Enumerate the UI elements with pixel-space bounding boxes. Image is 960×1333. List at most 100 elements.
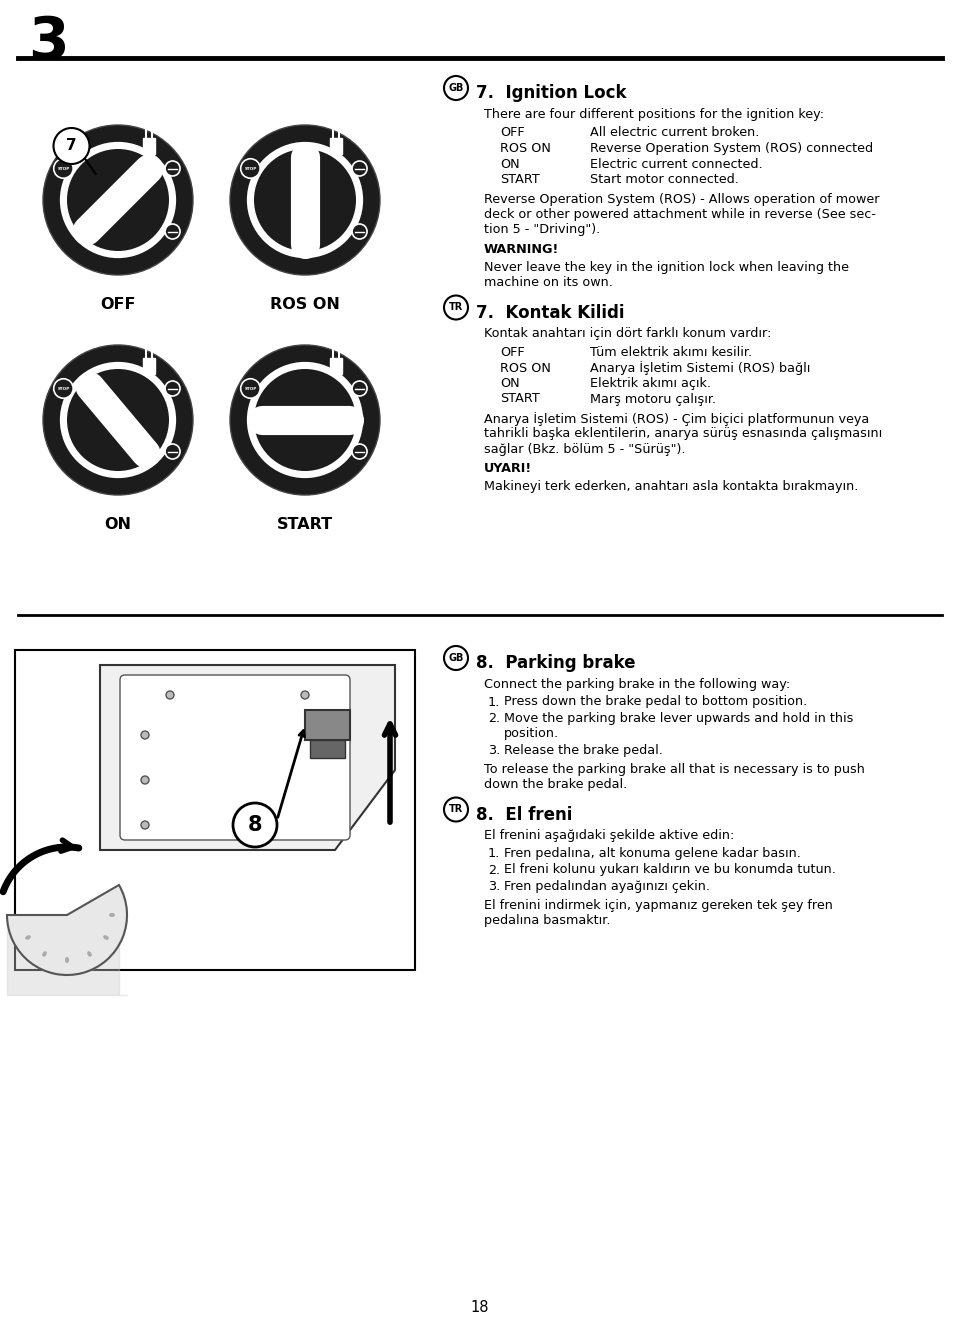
Circle shape <box>230 125 380 275</box>
Circle shape <box>233 802 277 846</box>
Ellipse shape <box>60 361 176 479</box>
Bar <box>310 740 345 758</box>
Text: STOP: STOP <box>58 167 69 171</box>
Text: 8: 8 <box>248 814 262 834</box>
Text: UYARI!: UYARI! <box>484 463 532 476</box>
Text: 7.  Ignition Lock: 7. Ignition Lock <box>476 84 627 103</box>
Ellipse shape <box>65 957 69 962</box>
Circle shape <box>444 797 468 821</box>
Text: Tüm elektrik akımı kesilir.: Tüm elektrik akımı kesilir. <box>590 347 752 359</box>
Text: pedalına basmaktır.: pedalına basmaktır. <box>484 914 611 926</box>
Text: ROS ON: ROS ON <box>270 297 340 312</box>
Circle shape <box>43 345 193 495</box>
Text: 2.: 2. <box>488 712 500 725</box>
Circle shape <box>254 369 356 471</box>
Text: deck or other powered attachment while in reverse (See sec-: deck or other powered attachment while i… <box>484 208 876 221</box>
Text: TR: TR <box>449 805 463 814</box>
Ellipse shape <box>247 141 363 259</box>
Bar <box>15 651 415 970</box>
Text: To release the parking brake all that is necessary is to push: To release the parking brake all that is… <box>484 762 865 776</box>
Circle shape <box>141 821 149 829</box>
Text: Release the brake pedal.: Release the brake pedal. <box>504 744 662 757</box>
Text: 18: 18 <box>470 1301 490 1316</box>
Text: START: START <box>500 392 540 405</box>
Ellipse shape <box>25 936 31 940</box>
Text: position.: position. <box>504 728 559 741</box>
Text: TR: TR <box>449 303 463 312</box>
Text: Fren pedalından ayağınızı çekin.: Fren pedalından ayağınızı çekin. <box>504 880 710 893</box>
Text: Kontak anahtarı için dört farklı konum vardır:: Kontak anahtarı için dört farklı konum v… <box>484 328 772 340</box>
Text: Reverse Operation System (ROS) connected: Reverse Operation System (ROS) connected <box>590 143 874 155</box>
Ellipse shape <box>109 913 115 917</box>
Text: ON: ON <box>500 157 519 171</box>
Text: ON: ON <box>105 517 132 532</box>
Text: Fren pedalına, alt konuma gelene kadar basın.: Fren pedalına, alt konuma gelene kadar b… <box>504 846 801 860</box>
Bar <box>330 357 342 375</box>
Text: Start motor connected.: Start motor connected. <box>590 173 739 187</box>
Circle shape <box>352 444 367 459</box>
Circle shape <box>444 296 468 320</box>
Circle shape <box>165 444 180 459</box>
Text: ROS ON: ROS ON <box>500 143 551 155</box>
Text: sağlar (Bkz. bölüm 5 - "Sürüş").: sağlar (Bkz. bölüm 5 - "Sürüş"). <box>484 443 685 456</box>
Text: Never leave the key in the ignition lock when leaving the: Never leave the key in the ignition lock… <box>484 260 849 273</box>
Text: ON: ON <box>500 377 519 391</box>
Wedge shape <box>7 885 127 974</box>
Text: OFF: OFF <box>100 297 135 312</box>
Text: STOP: STOP <box>58 387 69 391</box>
Circle shape <box>444 76 468 100</box>
Text: Reverse Operation System (ROS) - Allows operation of mower: Reverse Operation System (ROS) - Allows … <box>484 192 879 205</box>
Text: 1.: 1. <box>488 846 500 860</box>
Circle shape <box>166 690 174 698</box>
Circle shape <box>165 224 180 239</box>
Text: WARNING!: WARNING! <box>484 243 560 256</box>
Text: Marş motoru çalışır.: Marş motoru çalışır. <box>590 392 716 405</box>
Circle shape <box>67 149 169 251</box>
Text: 1.: 1. <box>488 696 500 709</box>
Circle shape <box>136 444 156 463</box>
Text: START: START <box>500 173 540 187</box>
Text: Elektrik akımı açık.: Elektrik akımı açık. <box>590 377 711 391</box>
Circle shape <box>352 381 367 396</box>
Ellipse shape <box>87 952 92 957</box>
Ellipse shape <box>42 952 47 957</box>
Circle shape <box>252 411 272 429</box>
Circle shape <box>241 159 260 179</box>
Circle shape <box>165 161 180 176</box>
Text: 3: 3 <box>28 15 68 71</box>
Text: 2.: 2. <box>488 864 500 877</box>
Circle shape <box>67 369 169 471</box>
Text: Anarya İşletim Sistemi (ROS) - Çim biçici platformunun veya: Anarya İşletim Sistemi (ROS) - Çim biçic… <box>484 412 869 427</box>
Text: ROS ON: ROS ON <box>500 361 551 375</box>
FancyBboxPatch shape <box>120 674 350 840</box>
Text: OFF: OFF <box>500 127 524 140</box>
Text: All electric current broken.: All electric current broken. <box>590 127 759 140</box>
Circle shape <box>54 159 73 179</box>
Text: tahrikli başka eklentilerin, anarya sürüş esnasında çalışmasını: tahrikli başka eklentilerin, anarya sürü… <box>484 428 882 440</box>
Text: El freni kolunu yukarı kaldırın ve bu konumda tutun.: El freni kolunu yukarı kaldırın ve bu ko… <box>504 864 836 877</box>
Text: El frenini aşağıdaki şekilde aktive edin:: El frenini aşağıdaki şekilde aktive edin… <box>484 829 734 842</box>
Ellipse shape <box>103 936 108 940</box>
Bar <box>330 137 342 155</box>
Circle shape <box>301 690 309 698</box>
Text: Electric current connected.: Electric current connected. <box>590 157 762 171</box>
Text: 7: 7 <box>66 139 77 153</box>
Circle shape <box>230 345 380 495</box>
Text: OFF: OFF <box>500 347 524 359</box>
Bar <box>143 357 156 375</box>
Text: START: START <box>276 517 333 532</box>
Circle shape <box>43 125 193 275</box>
Ellipse shape <box>60 141 176 259</box>
Text: El frenini indirmek için, yapmanız gereken tek şey fren: El frenini indirmek için, yapmanız gerek… <box>484 898 833 912</box>
Text: down the brake pedal.: down the brake pedal. <box>484 778 627 790</box>
Circle shape <box>352 224 367 239</box>
Ellipse shape <box>247 361 363 479</box>
Circle shape <box>296 147 315 167</box>
Text: STOP: STOP <box>244 387 256 391</box>
Text: Anarya İşletim Sistemi (ROS) bağlı: Anarya İşletim Sistemi (ROS) bağlı <box>590 361 810 376</box>
Circle shape <box>444 647 468 670</box>
Text: Press down the brake pedal to bottom position.: Press down the brake pedal to bottom pos… <box>504 696 807 709</box>
Text: STOP: STOP <box>244 167 256 171</box>
Text: GB: GB <box>448 653 464 663</box>
Text: 7.  Kontak Kilidi: 7. Kontak Kilidi <box>476 304 625 321</box>
